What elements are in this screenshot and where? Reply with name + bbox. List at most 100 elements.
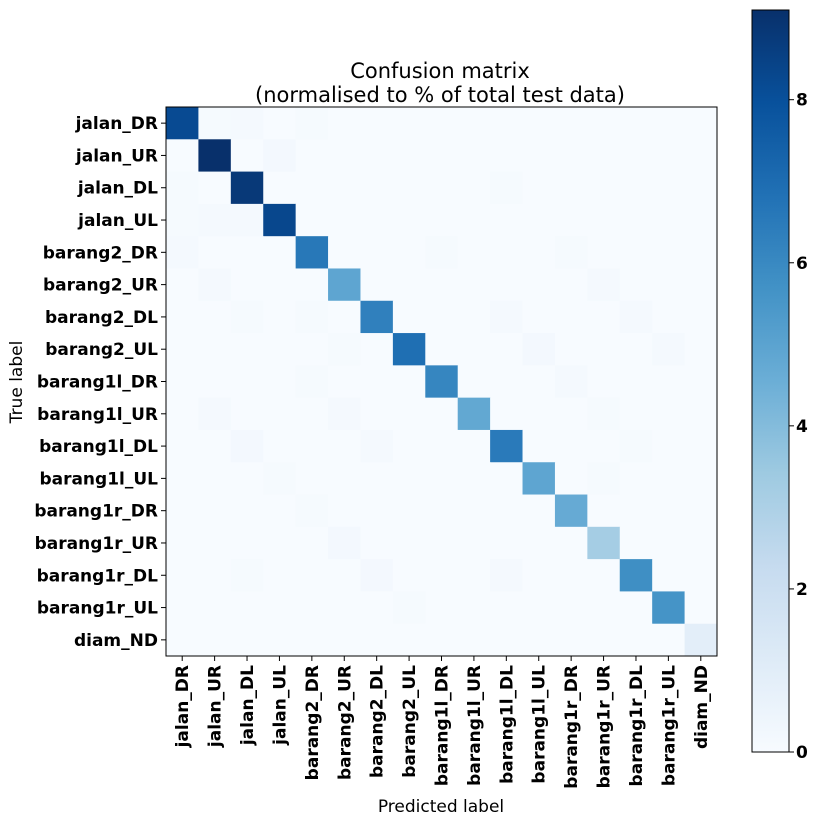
heatmap-cell <box>522 139 556 172</box>
heatmap-cell <box>684 139 718 172</box>
heatmap-cell <box>619 268 653 302</box>
heatmap-cell <box>328 107 361 140</box>
heatmap-cell <box>554 494 588 528</box>
x-tick-label: barang1r_DR <box>562 665 582 789</box>
heatmap-cell <box>360 397 394 431</box>
heatmap-cell <box>522 171 556 205</box>
heatmap-cell <box>425 236 459 269</box>
heatmap-cell <box>554 462 588 495</box>
heatmap-cell <box>360 365 394 399</box>
heatmap-cell <box>392 203 426 237</box>
heatmap-cell <box>587 107 621 140</box>
heatmap-cell <box>166 429 199 463</box>
heatmap-cell <box>263 203 297 237</box>
heatmap-cell <box>295 139 329 172</box>
heatmap-cell <box>619 365 653 399</box>
x-tick-label: jalan_DL <box>238 665 258 746</box>
heatmap-cell <box>263 107 297 140</box>
heatmap-cell <box>392 171 426 205</box>
heatmap-cell <box>684 429 718 463</box>
heatmap-cell <box>619 397 653 431</box>
heatmap-cell <box>166 300 199 334</box>
heatmap-cell <box>360 559 394 592</box>
heatmap-cell <box>198 462 232 495</box>
heatmap-cell <box>457 494 491 528</box>
heatmap-cell <box>684 107 718 140</box>
heatmap-cell <box>425 494 459 528</box>
heatmap-cell <box>425 559 459 592</box>
heatmap-cell <box>619 203 653 237</box>
heatmap-cell <box>392 397 426 431</box>
heatmap-cell <box>652 203 685 237</box>
heatmap-cell <box>619 559 653 592</box>
y-tick-label: barang1l_DR <box>37 373 158 393</box>
heatmap-cell <box>587 365 621 399</box>
heatmap-cell <box>166 333 199 366</box>
colorbar <box>751 9 790 753</box>
heatmap-cell <box>587 429 621 463</box>
heatmap-cell <box>490 591 523 625</box>
heatmap-cell <box>198 333 232 366</box>
heatmap-cell <box>166 462 199 495</box>
heatmap-cell <box>166 171 199 205</box>
heatmap-cell <box>295 397 329 431</box>
heatmap-cell <box>619 526 653 560</box>
heatmap-cell <box>392 494 426 528</box>
heatmap-cell <box>328 365 361 399</box>
heatmap-cell <box>328 236 361 269</box>
heatmap-cell <box>166 591 199 625</box>
heatmap-cell <box>198 526 232 560</box>
heatmap-cell <box>328 623 361 657</box>
heatmap-cell <box>263 429 297 463</box>
heatmap-cell <box>263 462 297 495</box>
heatmap-cell <box>263 300 297 334</box>
x-tick-label: jalan_DR <box>173 665 193 748</box>
heatmap-cell <box>230 139 264 172</box>
heatmap-cell <box>328 300 361 334</box>
heatmap-cell <box>587 591 621 625</box>
heatmap-cell <box>230 171 264 205</box>
heatmap-cell <box>554 623 588 657</box>
heatmap-cell <box>328 462 361 495</box>
heatmap-cell <box>295 462 329 495</box>
heatmap-cell <box>230 397 264 431</box>
heatmap-cell <box>684 203 718 237</box>
heatmap-cell <box>652 623 685 657</box>
heatmap-cell <box>457 365 491 399</box>
heatmap-cell <box>652 591 685 625</box>
heatmap-cell <box>295 203 329 237</box>
heatmap-cell <box>554 107 588 140</box>
heatmap-cell <box>425 365 459 399</box>
y-tick-label: jalan_UL <box>77 211 158 231</box>
heatmap-cell <box>360 107 394 140</box>
heatmap-cell <box>619 591 653 625</box>
heatmap-cell <box>490 236 523 269</box>
heatmap-cell <box>360 591 394 625</box>
heatmap-cell <box>295 268 329 302</box>
heatmap-cell <box>457 397 491 431</box>
heatmap-cell <box>522 107 556 140</box>
heatmap-cell <box>295 559 329 592</box>
heatmap-cell <box>263 591 297 625</box>
heatmap-cell <box>328 333 361 366</box>
x-tick-label: barang1l_UR <box>465 665 485 786</box>
chart-title: Confusion matrix <box>350 59 530 83</box>
heatmap-cell <box>263 236 297 269</box>
heatmap-cell <box>490 462 523 495</box>
heatmap-cell <box>198 365 232 399</box>
heatmap-cell <box>263 365 297 399</box>
heatmap-cell <box>684 268 718 302</box>
colorbar-tick-label: 2 <box>796 580 808 600</box>
heatmap-cell <box>652 462 685 495</box>
heatmap-cell <box>684 365 718 399</box>
heatmap-cell <box>684 623 718 657</box>
heatmap-cell <box>295 365 329 399</box>
heatmap-cell <box>392 526 426 560</box>
heatmap-cell <box>295 107 329 140</box>
heatmap-cell <box>392 559 426 592</box>
heatmap-cell <box>652 526 685 560</box>
heatmap-cell <box>457 526 491 560</box>
heatmap-cell <box>392 623 426 657</box>
heatmap-cell <box>425 429 459 463</box>
